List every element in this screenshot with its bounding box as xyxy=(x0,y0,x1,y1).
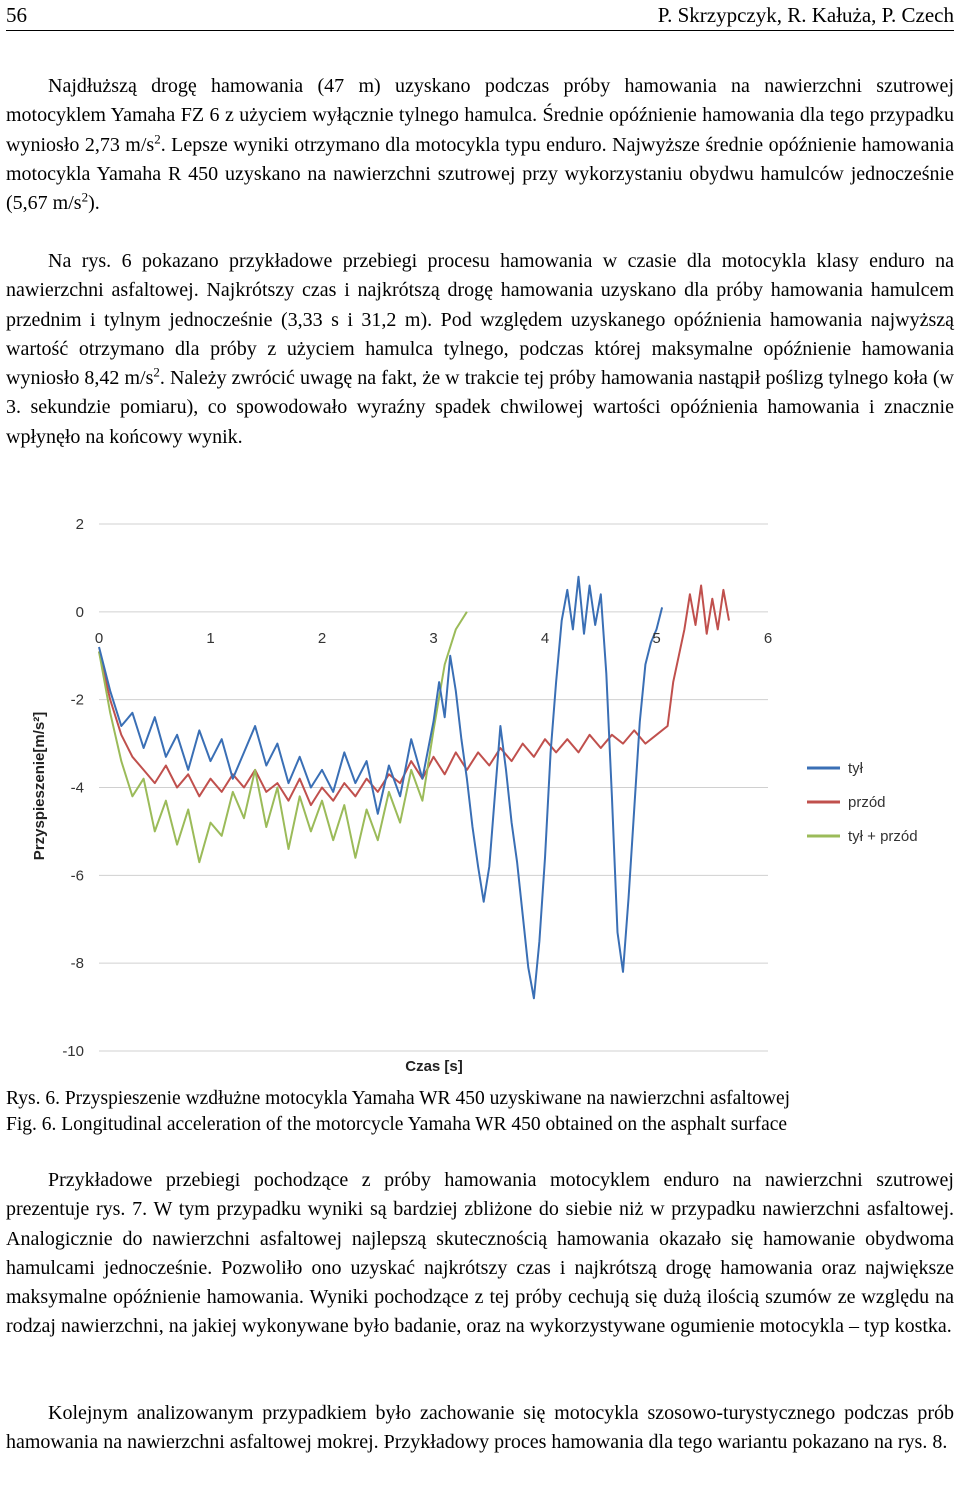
y-tick-label: -4 xyxy=(71,780,84,797)
superscript: 2 xyxy=(81,189,89,205)
y-tick-label: -10 xyxy=(62,1043,84,1060)
x-tick-label: 6 xyxy=(764,630,772,647)
x-tick-label: 2 xyxy=(318,630,326,647)
paragraph-1: Najdłuższą drogę hamowania (47 m) uzyska… xyxy=(6,72,954,218)
acceleration-chart: 2 0 -2 -4 -6 -8 -10 0 1 2 3 4 5 6 Przyspieszenie[m/s²… xyxy=(31,516,918,1075)
y-tick-label: -6 xyxy=(71,867,84,884)
figure-chart: 2 0 -2 -4 -6 -8 -10 0 1 2 3 4 5 6 Przyspieszenie[m/s²… xyxy=(0,500,960,1090)
paragraph-1-text-a: Najdłuższą drogę hamowania (47 m) uzyska… xyxy=(6,75,954,156)
y-tick-label: -2 xyxy=(71,692,84,709)
figure-caption-en: Fig. 6. Longitudinal acceleration of the… xyxy=(6,1114,788,1135)
paragraph-2-text-a: Na rys. 6 pokazano przykładowe przebiegi… xyxy=(6,250,954,390)
superscript: 2 xyxy=(153,364,160,380)
paragraph-1-text-b: . Lepsze wyniki otrzymano dla motocykla … xyxy=(6,133,954,215)
series-line-0 xyxy=(98,575,664,1000)
x-tick-label: 4 xyxy=(541,630,549,647)
paragraph-2: Na rys. 6 pokazano przykładowe przebiegi… xyxy=(6,247,954,452)
legend-label: tył + przód xyxy=(848,828,918,845)
paragraph-1-text-c: ). xyxy=(88,192,100,215)
y-tick-label: -8 xyxy=(71,955,84,972)
x-axis-label: Czas [s] xyxy=(405,1058,463,1075)
superscript: 2 xyxy=(154,130,161,146)
x-tick-label: 0 xyxy=(95,630,103,647)
paragraph-4: Kolejnym analizowanym przypadkiem było z… xyxy=(6,1399,954,1458)
x-tick-label: 3 xyxy=(429,630,437,647)
figure-caption-pl: Rys. 6. Przyspieszenie wzdłużne motocykl… xyxy=(6,1088,791,1109)
series-line-2 xyxy=(98,611,468,864)
legend-label: przód xyxy=(848,794,886,811)
paragraph-3: Przykładowe przebiegi pochodzące z próby… xyxy=(6,1166,954,1342)
series-line-1 xyxy=(98,584,730,807)
running-header: 56 P. Skrzypczyk, R. Kałuża, P. Czech xyxy=(6,2,954,31)
paragraph-3-text: Przykładowe przebiegi pochodzące z próby… xyxy=(6,1169,954,1338)
y-axis-label: Przyspieszenie[m/s²] xyxy=(31,712,48,860)
legend-label: tył xyxy=(848,760,864,777)
page-number: 56 xyxy=(6,3,27,27)
paragraph-2-text-b: . Należy zwrócić uwagę na fakt, że w tra… xyxy=(6,367,954,448)
x-tick-label: 1 xyxy=(206,630,214,647)
running-header-authors: P. Skrzypczyk, R. Kałuża, P. Czech xyxy=(657,3,954,27)
paragraph-4-text: Kolejnym analizowanym przypadkiem było z… xyxy=(6,1402,954,1454)
y-tick-label: 2 xyxy=(76,516,84,533)
y-tick-label: 0 xyxy=(76,604,84,621)
x-tick-label: 5 xyxy=(652,630,660,647)
